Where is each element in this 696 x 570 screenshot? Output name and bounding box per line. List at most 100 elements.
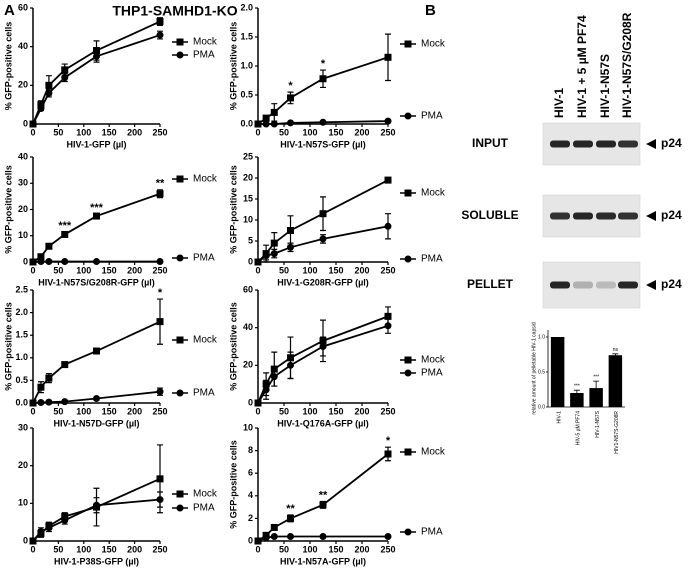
x-tick-label: 200 [127, 127, 142, 137]
significance: * [288, 80, 293, 92]
series-line [32, 320, 161, 404]
blot-band [596, 140, 616, 148]
x-axis-label: HIV-1-P38S-GFP (µl) [54, 556, 139, 566]
x-tick-label: 200 [127, 265, 142, 275]
x-tick-label: 200 [354, 127, 369, 137]
x-tick-label: 150 [328, 544, 343, 554]
marker [384, 532, 392, 540]
marker [262, 114, 270, 122]
blot-band [573, 281, 593, 289]
marker [287, 119, 294, 127]
legend-marker [404, 112, 412, 120]
blot-band [596, 212, 616, 220]
x-tick-label: 100 [76, 265, 91, 275]
marker [61, 257, 69, 265]
y-tick-label: 0 [248, 535, 253, 545]
legend-marker [176, 336, 184, 344]
marker [254, 537, 262, 545]
error-bar [573, 389, 580, 396]
bar [608, 355, 623, 407]
y-tick-label: 0 [248, 397, 253, 407]
marker [384, 450, 392, 458]
marker [93, 501, 100, 509]
significance: *** [58, 220, 72, 232]
legend-label: PMA [193, 388, 215, 399]
x-tick-label: 250 [380, 265, 395, 275]
significance: ns [613, 347, 619, 353]
marker [254, 120, 262, 128]
x-tick-label: 250 [380, 544, 395, 554]
marker [29, 537, 37, 545]
legend-label: Mock [421, 447, 446, 458]
blot-band [573, 140, 593, 148]
marker [270, 373, 278, 381]
x-tick-label: 50 [279, 127, 289, 137]
y-tick-label: 20 [18, 80, 28, 90]
y-tick-label: 40 [18, 151, 28, 161]
legend-marker [404, 448, 412, 456]
marker [319, 343, 327, 350]
series-line [32, 20, 161, 125]
marker [270, 523, 278, 531]
legend-label: PMA [421, 527, 443, 538]
legend-label: PMA [421, 254, 443, 265]
y-tick-label: 25 [243, 151, 253, 161]
marker [93, 52, 100, 60]
legend-label: Mock [421, 188, 446, 199]
x-axis-label: HIV-1-Q176A-GFP (µl) [277, 418, 369, 428]
blot-column-label: HIV-1 [552, 88, 566, 118]
y-tick-label: 60 [243, 284, 253, 294]
x-tick-label: HIV1-N57S-G208R [614, 411, 620, 454]
marker [37, 383, 45, 391]
marker [37, 399, 45, 407]
x-tick-label: 0 [255, 127, 260, 137]
legend-marker [404, 255, 412, 263]
y-tick-label: 0.5 [240, 89, 253, 99]
y-tick-label: 1.5 [15, 330, 28, 340]
x-tick-label: 250 [380, 406, 395, 416]
y-tick-label: 0.5 [538, 369, 545, 375]
legend-marker [176, 38, 184, 46]
legend-marker [404, 369, 412, 377]
x-tick-label: 0 [30, 265, 35, 275]
marker [254, 258, 262, 266]
marker [45, 81, 53, 89]
blot-column-label: HIV-1-N57S/G208R [620, 12, 634, 118]
x-tick-label: 0 [255, 265, 260, 275]
marker [29, 399, 37, 407]
marker [262, 120, 270, 128]
marker [254, 399, 262, 407]
marker [319, 210, 327, 218]
y-tick-label: 10 [243, 422, 253, 432]
x-tick-label: 50 [279, 265, 289, 275]
marker [384, 117, 392, 125]
legend-label: PMA [421, 368, 443, 379]
y-axis-label: % GFP-positive cells [3, 165, 13, 254]
x-tick-label: 100 [302, 127, 317, 137]
marker [287, 243, 294, 251]
legend-label: PMA [193, 253, 215, 264]
significance: * [158, 287, 163, 299]
x-tick-label: 50 [279, 544, 289, 554]
blot-column-label: HIV-1-N57S [598, 54, 612, 118]
marker [29, 120, 37, 128]
marker [45, 524, 53, 532]
legend-marker [404, 528, 412, 536]
y-tick-label: 2 [248, 513, 253, 523]
x-tick-label: 100 [76, 127, 91, 137]
blot-band [550, 281, 570, 289]
y-axis-label: % GFP-positive cells [228, 440, 238, 529]
marker [319, 118, 327, 126]
marker [287, 227, 294, 234]
blot-marker-label: p24 [661, 136, 682, 150]
x-tick-label: 150 [102, 265, 117, 275]
y-tick-label: 0 [23, 535, 28, 545]
x-tick-label: 50 [53, 127, 63, 137]
x-tick-label: 250 [152, 406, 167, 416]
y-tick-label: 0.0 [15, 397, 28, 407]
y-tick-label: 1.0 [15, 352, 28, 362]
x-tick-label: 0 [30, 127, 35, 137]
y-tick-label: 20 [18, 460, 28, 470]
blot-arrow [646, 280, 656, 290]
y-tick-label: 0.0 [240, 118, 253, 128]
